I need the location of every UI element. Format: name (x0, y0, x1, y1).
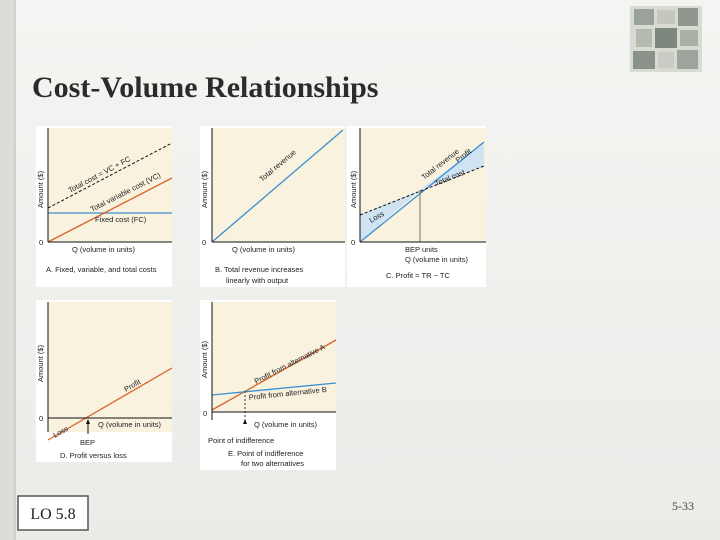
plot-bg (48, 128, 172, 242)
profit-line (47, 367, 173, 441)
left-band (0, 0, 15, 540)
profit-area (420, 142, 484, 190)
arrow-head (86, 419, 90, 424)
bep-label: BEP (80, 438, 95, 447)
x-label: Q (volume in units) (98, 420, 161, 429)
origin-label: 0 (202, 238, 206, 247)
plot-bg (212, 302, 336, 412)
total-cost-line (47, 142, 173, 209)
panel-b: Amount ($) 0 Total revenue Q (volume in … (200, 126, 345, 287)
slide-title: Cost-Volume Relationships (32, 71, 378, 104)
x-label: Q (volume in units) (72, 245, 135, 254)
x-label: Q (volume in units) (232, 245, 295, 254)
photo-collage (630, 6, 702, 72)
panel-e: Amount ($) 0 Profit from alternative A P… (200, 300, 337, 470)
origin-label: 0 (39, 414, 43, 423)
caption: A. Fixed, variable, and total costs (46, 265, 157, 274)
caption: for two alternatives (241, 459, 304, 468)
plot-bg (48, 302, 172, 432)
x-label: Q (volume in units) (254, 420, 317, 429)
panel-a: Amount ($) 0 Total cost = VC + FC Total … (36, 126, 173, 287)
panel-d: Amount ($) 0 Profit Loss Q (volume in un… (36, 300, 173, 462)
caption: linearly with output (226, 276, 289, 285)
loss-area (360, 190, 420, 242)
alternative-a-line (211, 339, 337, 411)
origin-label: 0 (39, 238, 43, 247)
y-label: Amount ($) (36, 344, 45, 382)
origin-label: 0 (203, 409, 207, 418)
caption: B. Total revenue increases (215, 265, 303, 274)
revenue-line (211, 129, 344, 243)
y-label: Amount ($) (200, 170, 209, 208)
y-label: Amount ($) (200, 340, 209, 378)
arrow-head (243, 419, 247, 424)
y-label: Amount ($) (349, 170, 358, 208)
line-label: Fixed cost (FC) (95, 215, 147, 224)
x-label: Q (volume in units) (405, 255, 468, 264)
panel-c: Amount ($) 0 Total revenue Profit Total … (347, 126, 486, 287)
revenue-line (359, 141, 485, 243)
page-number: 5-33 (672, 499, 694, 513)
total-cost-line (359, 165, 485, 216)
caption: C. Profit = TR − TC (386, 271, 450, 280)
bep-label: BEP units (405, 245, 438, 254)
lo-label: LO 5.8 (30, 506, 75, 523)
origin-label: 0 (351, 238, 355, 247)
variable-cost-line (47, 177, 173, 243)
y-label: Amount ($) (36, 170, 45, 208)
caption: E. Point of indifference (228, 449, 303, 458)
caption: D. Profit versus loss (60, 451, 127, 460)
indifference-label: Point of indifference (208, 436, 274, 445)
alternative-b-line (211, 382, 337, 396)
lo-box (17, 495, 89, 531)
